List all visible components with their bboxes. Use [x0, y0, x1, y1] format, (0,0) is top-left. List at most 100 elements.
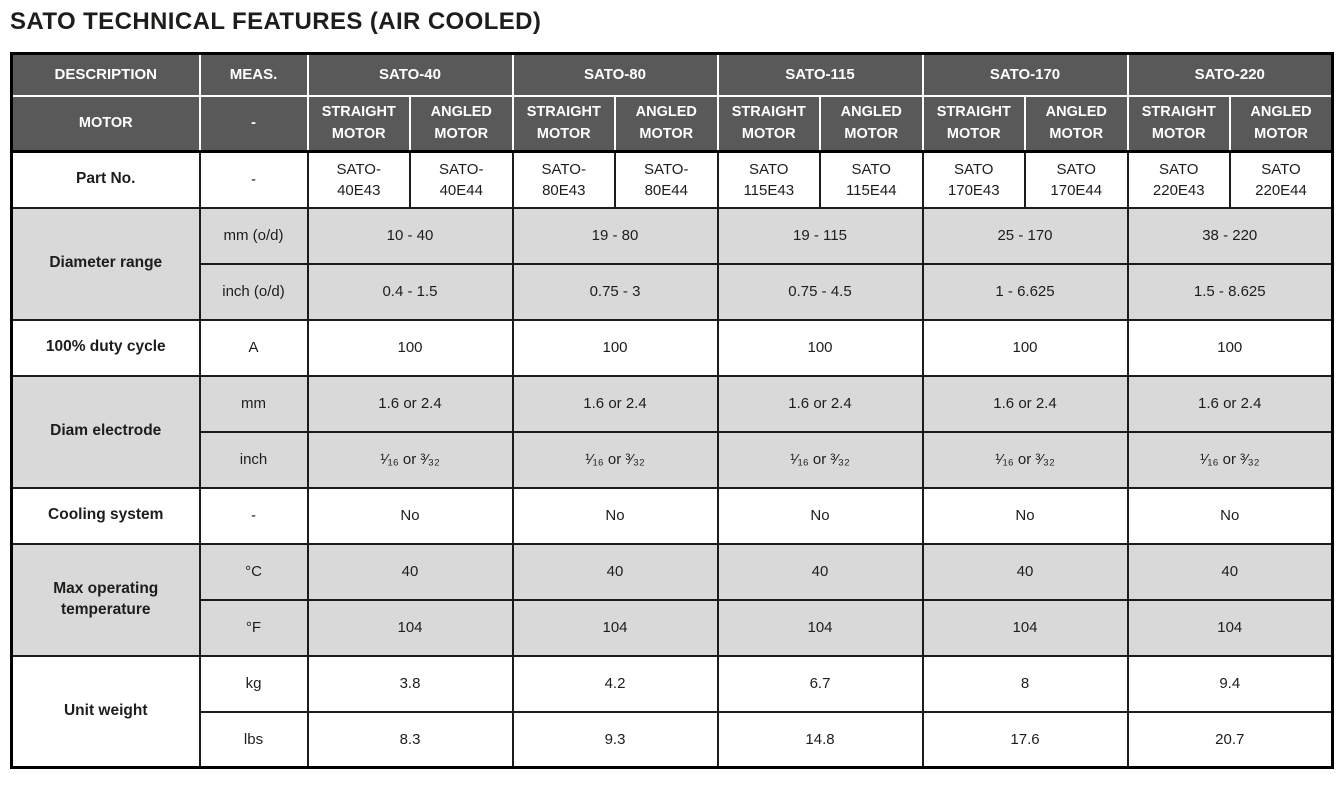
meas-cell: inch (o/d) — [198, 262, 309, 321]
subcol-header-straight-motor: STRAIGHT MOTOR — [306, 94, 411, 153]
meas-cell: mm (o/d) — [198, 206, 309, 265]
meas-cell: lbs — [198, 710, 309, 769]
value-cell-temp-f: 104 — [1126, 598, 1334, 657]
row-label-unit-weight: Unit weight — [10, 654, 201, 769]
value-cell-electrode-inch: ¹⁄₁₆ or ³⁄₃₂ — [716, 430, 924, 489]
meas-cell: A — [198, 318, 309, 377]
technical-features-table: DESCRIPTION MEAS. SATO-40 SATO-80 SATO-1… — [10, 52, 1334, 769]
value-cell-diameter-mm: 10 - 40 — [306, 206, 514, 265]
value-cell-diameter-inch: 1.5 - 8.625 — [1126, 262, 1334, 321]
value-cell-weight-lbs: 9.3 — [511, 710, 719, 769]
value-cell-temp-c: 40 — [306, 542, 514, 601]
col-header-sato-220: SATO-220 — [1126, 52, 1334, 97]
value-cell-part-no: SATO- 40E44 — [409, 150, 514, 209]
value-cell-diameter-inch: 1 - 6.625 — [921, 262, 1129, 321]
value-cell-weight-lbs: 14.8 — [716, 710, 924, 769]
meas-cell: - — [198, 486, 309, 545]
value-cell-cooling: No — [306, 486, 514, 545]
row-duty-cycle: 100% duty cycle A 100 100 100 100 100 — [10, 318, 1334, 377]
value-cell-weight-kg: 3.8 — [306, 654, 514, 713]
value-cell-weight-kg: 9.4 — [1126, 654, 1334, 713]
value-cell-part-no: SATO- 80E43 — [511, 150, 616, 209]
value-cell-temp-c: 40 — [921, 542, 1129, 601]
value-cell-diameter-mm: 19 - 80 — [511, 206, 719, 265]
meas-cell: kg — [198, 654, 309, 713]
value-cell-weight-lbs: 17.6 — [921, 710, 1129, 769]
value-cell-electrode-inch: ¹⁄₁₆ or ³⁄₃₂ — [1126, 430, 1334, 489]
row-unit-weight-lbs: lbs 8.3 9.3 14.8 17.6 20.7 — [11, 710, 1334, 769]
value-cell-temp-c: 40 — [716, 542, 924, 601]
value-cell-electrode-mm: 1.6 or 2.4 — [716, 374, 924, 433]
value-cell-cooling: No — [716, 486, 924, 545]
meas-cell: inch — [198, 430, 309, 489]
value-cell-duty-cycle: 100 — [921, 318, 1129, 377]
value-cell-part-no: SATO 170E44 — [1024, 150, 1129, 209]
row-max-temp-c: Max operating temperature °C 40 40 40 40… — [10, 542, 1334, 657]
meas-cell: mm — [198, 374, 309, 433]
page-title: SATO TECHNICAL FEATURES (AIR COOLED) — [10, 8, 542, 35]
page: SATO TECHNICAL FEATURES (AIR COOLED) DES… — [10, 8, 1334, 769]
table-header-row: DESCRIPTION MEAS. SATO-40 SATO-80 SATO-1… — [10, 52, 1334, 97]
value-cell-cooling: No — [921, 486, 1129, 545]
row-label-diam-electrode: Diam electrode — [10, 374, 201, 489]
value-cell-electrode-mm: 1.6 or 2.4 — [306, 374, 514, 433]
value-cell-part-no: SATO- 80E44 — [614, 150, 719, 209]
motor-meas-dash: - — [198, 94, 309, 153]
row-label-cooling-system: Cooling system — [10, 486, 201, 545]
value-cell-part-no: SATO 115E43 — [716, 150, 821, 209]
value-cell-cooling: No — [511, 486, 719, 545]
row-cooling-system: Cooling system - No No No No No — [10, 486, 1334, 545]
subcol-header-angled-motor: ANGLED MOTOR — [409, 94, 514, 153]
value-cell-diameter-inch: 0.75 - 4.5 — [716, 262, 924, 321]
value-cell-diameter-inch: 0.4 - 1.5 — [306, 262, 514, 321]
col-header-description: DESCRIPTION — [10, 52, 201, 97]
value-cell-electrode-mm: 1.6 or 2.4 — [921, 374, 1129, 433]
value-cell-electrode-inch: ¹⁄₁₆ or ³⁄₃₂ — [511, 430, 719, 489]
row-part-no: Part No. - SATO- 40E43 SATO- 40E44 SATO-… — [10, 150, 1334, 209]
value-cell-cooling: No — [1126, 486, 1334, 545]
subcol-header-angled-motor: ANGLED MOTOR — [1229, 94, 1334, 153]
value-cell-weight-kg: 6.7 — [716, 654, 924, 713]
subcol-header-straight-motor: STRAIGHT MOTOR — [716, 94, 821, 153]
meas-cell: °F — [198, 598, 309, 657]
value-cell-diameter-mm: 25 - 170 — [921, 206, 1129, 265]
row-unit-weight-kg: Unit weight kg 3.8 4.2 6.7 8 9.4 — [10, 654, 1334, 769]
subcol-header-straight-motor: STRAIGHT MOTOR — [1126, 94, 1231, 153]
row-label-part-no: Part No. — [10, 150, 201, 209]
meas-cell: - — [198, 150, 309, 209]
subcol-header-angled-motor: ANGLED MOTOR — [614, 94, 719, 153]
value-cell-part-no: SATO 115E44 — [819, 150, 924, 209]
value-cell-duty-cycle: 100 — [716, 318, 924, 377]
row-max-temp-f: °F 104 104 104 104 104 — [11, 598, 1334, 657]
value-cell-temp-c: 40 — [1126, 542, 1334, 601]
row-diameter-range-inch: inch (o/d) 0.4 - 1.5 0.75 - 3 0.75 - 4.5… — [11, 262, 1334, 321]
value-cell-diameter-mm: 19 - 115 — [716, 206, 924, 265]
value-cell-weight-lbs: 8.3 — [306, 710, 514, 769]
value-cell-diameter-mm: 38 - 220 — [1126, 206, 1334, 265]
value-cell-temp-f: 104 — [716, 598, 924, 657]
value-cell-electrode-mm: 1.6 or 2.4 — [1126, 374, 1334, 433]
value-cell-part-no: SATO- 40E43 — [306, 150, 411, 209]
value-cell-weight-kg: 8 — [921, 654, 1129, 713]
value-cell-electrode-inch: ¹⁄₁₆ or ³⁄₃₂ — [306, 430, 514, 489]
value-cell-duty-cycle: 100 — [306, 318, 514, 377]
value-cell-weight-lbs: 20.7 — [1126, 710, 1334, 769]
col-header-meas: MEAS. — [198, 52, 309, 97]
subcol-header-angled-motor: ANGLED MOTOR — [1024, 94, 1129, 153]
value-cell-duty-cycle: 100 — [1126, 318, 1334, 377]
col-header-sato-115: SATO-115 — [716, 52, 924, 97]
meas-cell: °C — [198, 542, 309, 601]
row-diam-electrode-inch: inch ¹⁄₁₆ or ³⁄₃₂ ¹⁄₁₆ or ³⁄₃₂ ¹⁄₁₆ or ³… — [11, 430, 1334, 489]
value-cell-part-no: SATO 220E43 — [1126, 150, 1231, 209]
subcol-header-angled-motor: ANGLED MOTOR — [819, 94, 924, 153]
row-diameter-range-mm: Diameter range mm (o/d) 10 - 40 19 - 80 … — [10, 206, 1334, 321]
row-label-max-temp: Max operating temperature — [10, 542, 201, 657]
value-cell-part-no: SATO 170E43 — [921, 150, 1026, 209]
row-label-diameter-range: Diameter range — [10, 206, 201, 321]
motor-header-row: MOTOR - STRAIGHT MOTOR ANGLED MOTOR STRA… — [10, 94, 1334, 153]
value-cell-duty-cycle: 100 — [511, 318, 719, 377]
value-cell-temp-f: 104 — [511, 598, 719, 657]
value-cell-temp-f: 104 — [921, 598, 1129, 657]
value-cell-diameter-inch: 0.75 - 3 — [511, 262, 719, 321]
subcol-header-straight-motor: STRAIGHT MOTOR — [511, 94, 616, 153]
